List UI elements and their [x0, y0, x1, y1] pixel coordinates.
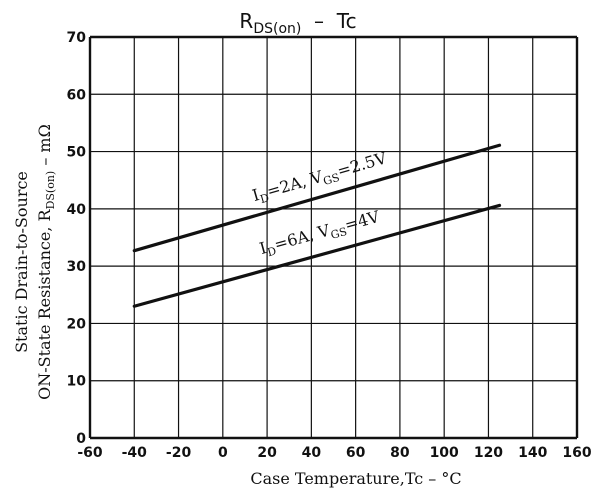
x-tick-label: 80: [390, 445, 410, 461]
y-tick-label: 30: [67, 259, 87, 275]
x-tick-label: 160: [562, 445, 591, 461]
y-tick-label: 20: [67, 316, 87, 332]
x-tick-label: 20: [257, 445, 277, 461]
x-tick-label: 140: [518, 445, 547, 461]
y-tick-label: 60: [67, 87, 87, 103]
y-axis-label-line1: Static Drain-to-Source: [12, 171, 31, 353]
series-lines: [132, 143, 502, 308]
y-axis-label-line2: ON-State Resistance, RDS(on) – mΩ: [35, 124, 57, 400]
chart-title: RDS(on) – Tc: [239, 9, 356, 37]
y-tick-label: 50: [67, 145, 87, 161]
x-tick-label: 40: [302, 445, 322, 461]
series-label: ID=2A, VGS=2.5V: [250, 148, 390, 208]
x-tick-label: -60: [77, 445, 103, 461]
x-tick-label: -40: [122, 445, 148, 461]
x-axis-label: Case Temperature,Tc – °C: [250, 469, 461, 488]
x-tick-label: 100: [430, 445, 459, 461]
grid: [88, 35, 579, 440]
x-tick-label: 120: [474, 445, 503, 461]
tick-labels: -60 -40 -20 0 20 40 60 80 100 120 140 160 0 10 20 30 40 5…: [67, 30, 592, 461]
series-label: ID=6A, VGS=4V: [257, 207, 382, 261]
y-tick-label: 0: [76, 431, 86, 447]
y-tick-label: 70: [67, 30, 87, 46]
y-tick-label: 10: [67, 374, 87, 390]
x-tick-label: -20: [166, 445, 192, 461]
series-line: [132, 143, 502, 253]
x-tick-label: 60: [346, 445, 366, 461]
x-tick-label: 0: [218, 445, 228, 461]
y-axis-label: Static Drain-to-Source ON-State Resistan…: [12, 124, 57, 400]
y-tick-label: 40: [67, 202, 87, 218]
series-line: [132, 203, 502, 308]
